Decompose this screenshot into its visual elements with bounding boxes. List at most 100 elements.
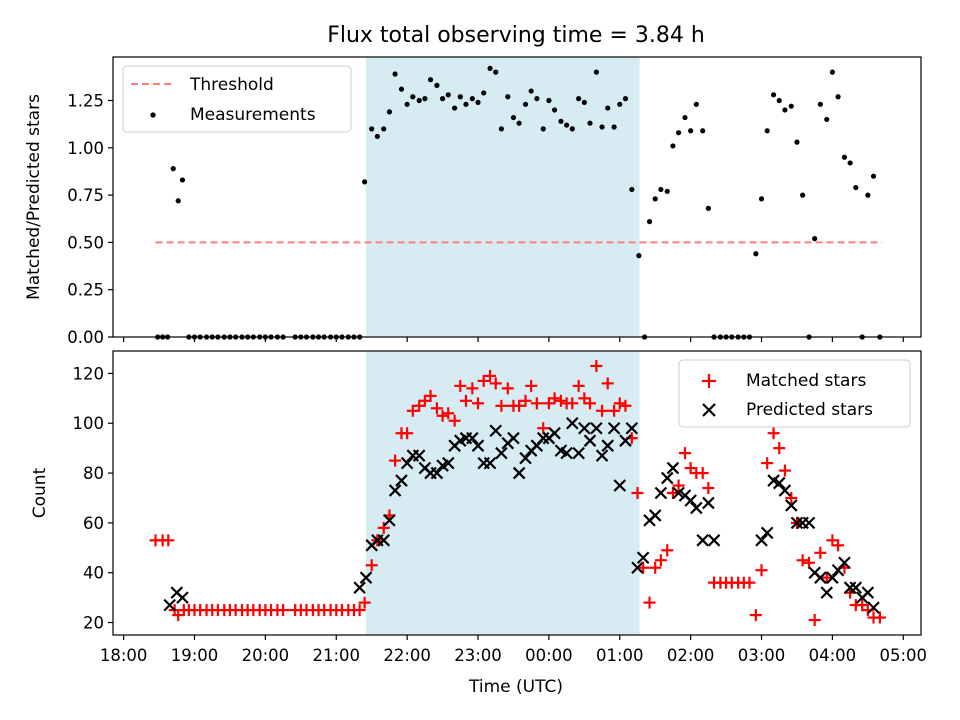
matched-star-point	[448, 414, 461, 427]
predicted-star-point	[702, 496, 715, 510]
predicted-star-point	[838, 556, 851, 570]
measurement-point	[362, 179, 368, 185]
measurement-point	[179, 177, 186, 183]
measurement-point	[374, 133, 380, 140]
predicted-star-point	[548, 426, 561, 440]
predicted-star-point	[648, 509, 662, 522]
measurement-point	[522, 101, 529, 107]
predicted-star-point	[867, 601, 880, 614]
measurement-point	[487, 65, 493, 71]
predicted-star-point	[772, 476, 786, 490]
predicted-star-point	[572, 446, 585, 460]
measurement-point	[569, 126, 575, 132]
predicted-star-point	[566, 416, 579, 430]
matched-star-point	[277, 604, 290, 617]
matched-star-point	[454, 379, 467, 392]
measurement-point	[498, 126, 505, 132]
measurement-point	[469, 96, 475, 102]
predicted-star-point	[707, 534, 721, 547]
xtick-label: 22:00	[383, 646, 431, 665]
matched-star-point	[755, 564, 768, 577]
predicted-star-point	[778, 484, 792, 497]
measurement-point	[463, 101, 469, 107]
matched-star-point	[459, 394, 472, 407]
matched-star-point	[666, 487, 679, 499]
measurement-point	[427, 77, 434, 83]
measurement-point	[800, 192, 806, 198]
measurement-point	[794, 139, 800, 145]
matched-star-point	[590, 359, 603, 372]
predicted-star-point	[613, 479, 627, 492]
chart-title: Flux total observing time = 3.84 h	[327, 23, 705, 48]
matched-star-point	[406, 404, 419, 417]
measurement-point	[629, 186, 635, 193]
matched-star-point	[820, 571, 833, 584]
matched-star-point	[537, 422, 550, 435]
matched-star-point	[643, 596, 656, 609]
measurement-point	[636, 253, 642, 259]
predicted-star-point	[466, 431, 479, 445]
matched-star-point	[761, 457, 774, 470]
matched-star-point	[424, 389, 437, 402]
measurement-point	[528, 88, 534, 94]
measurement-point	[410, 94, 416, 100]
bottom-ytick-label: 120	[73, 364, 105, 383]
measurement-point	[658, 186, 664, 193]
xtick-label: 05:00	[879, 646, 927, 665]
matched-star-point	[767, 427, 780, 440]
predicted-star-point	[826, 571, 839, 584]
bottom-ytick-label: 20	[83, 614, 104, 633]
matched-star-point	[401, 427, 414, 440]
matched-star-point	[484, 369, 497, 382]
measurement-point	[576, 96, 582, 102]
matched-star-point	[501, 382, 514, 395]
measurement-point	[664, 188, 670, 194]
top-plot-frame	[112, 56, 922, 338]
matched-star-point	[466, 382, 479, 395]
xtick-label: 20:00	[242, 646, 290, 665]
measurement-point	[776, 97, 782, 104]
matched-star-point	[608, 404, 621, 417]
predicted-star-point	[519, 451, 532, 465]
xtick-label: 04:00	[809, 646, 857, 665]
matched-star-point	[554, 394, 567, 407]
matched-star-point	[796, 554, 809, 567]
matched-star-point	[353, 604, 366, 617]
predicted-star-point	[359, 571, 373, 584]
measurement-point	[386, 109, 393, 115]
measurement-point	[392, 71, 398, 77]
measurement-point	[599, 124, 605, 130]
predicted-star-point	[595, 449, 609, 462]
matched-star-point	[814, 546, 827, 559]
top-legend: Threshold Measurements	[122, 65, 352, 133]
matched-star-point	[477, 374, 490, 387]
matched-star-point	[472, 397, 485, 410]
predicted-star-point	[412, 449, 426, 462]
matched-star-point	[519, 394, 532, 407]
predicted-star-point	[353, 581, 366, 594]
measurement-point	[812, 236, 818, 242]
legend-predicted-swatch	[702, 403, 716, 417]
measurement-point	[457, 94, 463, 100]
bottom-ytick-label: 100	[73, 414, 105, 433]
measurement-point	[758, 196, 765, 202]
bottom-ytick-label: 40	[83, 564, 104, 583]
predicted-star-point	[654, 486, 668, 500]
predicted-star-point	[489, 424, 503, 437]
measurement-point	[587, 120, 593, 126]
measurement-point	[688, 128, 694, 134]
matched-star-point	[678, 447, 691, 460]
matched-star-point	[530, 397, 543, 410]
bottom-ytick-label: 60	[83, 514, 104, 533]
measurement-point	[481, 90, 487, 96]
matched-star-point	[661, 544, 674, 557]
matched-star-point	[803, 556, 816, 569]
matched-star-point	[495, 399, 508, 412]
measurement-point	[617, 101, 623, 107]
measurement-point	[551, 107, 558, 113]
measurement-point	[782, 107, 788, 113]
matched-star-point	[389, 454, 402, 467]
measurement-point	[770, 92, 777, 98]
bottom-plot-frame	[112, 350, 922, 636]
